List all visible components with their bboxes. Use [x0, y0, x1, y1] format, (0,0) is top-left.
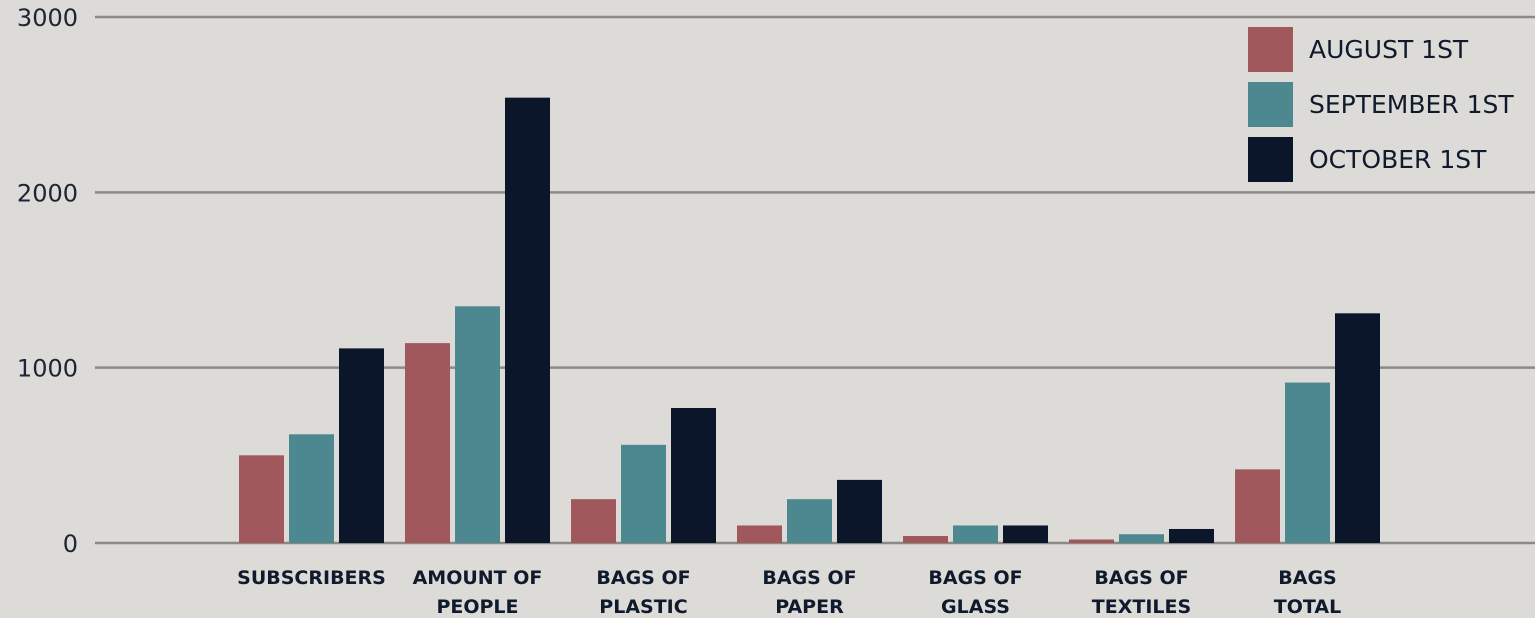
y-axis-tick-labels: 0 1000 2000 3000: [17, 4, 78, 558]
legend-swatch: [1248, 137, 1293, 182]
x-category-label: PEOPLE: [436, 596, 518, 618]
x-category-label: BAGS: [1278, 567, 1336, 589]
bar: [1235, 469, 1280, 543]
x-category-label: TEXTILES: [1092, 596, 1191, 618]
bar: [405, 343, 450, 543]
y-tick-label: 2000: [17, 179, 78, 207]
bar: [1069, 539, 1114, 543]
x-category-label: PAPER: [775, 596, 844, 618]
bar: [1119, 534, 1164, 543]
y-tick-label: 0: [63, 530, 78, 558]
bar: [737, 525, 782, 543]
legend-label: OCTOBER 1ST: [1309, 145, 1487, 174]
bar: [953, 525, 998, 543]
bar: [571, 499, 616, 543]
y-tick-label: 1000: [17, 355, 78, 383]
x-category-label: BAGS OF: [928, 567, 1022, 589]
x-category-label: SUBSCRIBERS: [237, 567, 386, 589]
legend-label: SEPTEMBER 1ST: [1309, 90, 1514, 119]
x-category-label: PLASTIC: [599, 596, 687, 618]
bar: [1335, 313, 1380, 543]
bar: [1169, 528, 1214, 543]
x-axis-category-labels: SUBSCRIBERS AMOUNT OF PEOPLE BAGS OF PLASTIC…: [237, 567, 1341, 618]
bar: [289, 434, 334, 543]
bar: [1285, 382, 1330, 543]
bar: [621, 444, 666, 543]
bar: [455, 306, 500, 543]
legend-swatch: [1248, 27, 1293, 72]
x-category-label: BAGS OF: [1094, 567, 1188, 589]
legend-swatch: [1248, 82, 1293, 127]
bar: [903, 535, 948, 543]
y-tick-label: 3000: [17, 4, 78, 32]
bar: [239, 455, 284, 543]
bar: [1003, 525, 1048, 543]
x-category-label: AMOUNT OF: [413, 567, 543, 589]
x-category-label: GLASS: [941, 596, 1010, 618]
bar: [787, 499, 832, 543]
bar: [671, 407, 716, 543]
legend-label: AUGUST 1ST: [1309, 35, 1469, 64]
x-category-label: BAGS OF: [596, 567, 690, 589]
bars: [239, 97, 1380, 544]
bar: [837, 479, 882, 543]
x-category-label: TOTAL: [1274, 596, 1341, 618]
bar: [339, 348, 384, 543]
x-category-label: BAGS OF: [762, 567, 856, 589]
bar: [505, 97, 550, 544]
legend: AUGUST 1ST SEPTEMBER 1ST OCTOBER 1ST: [1248, 27, 1514, 182]
